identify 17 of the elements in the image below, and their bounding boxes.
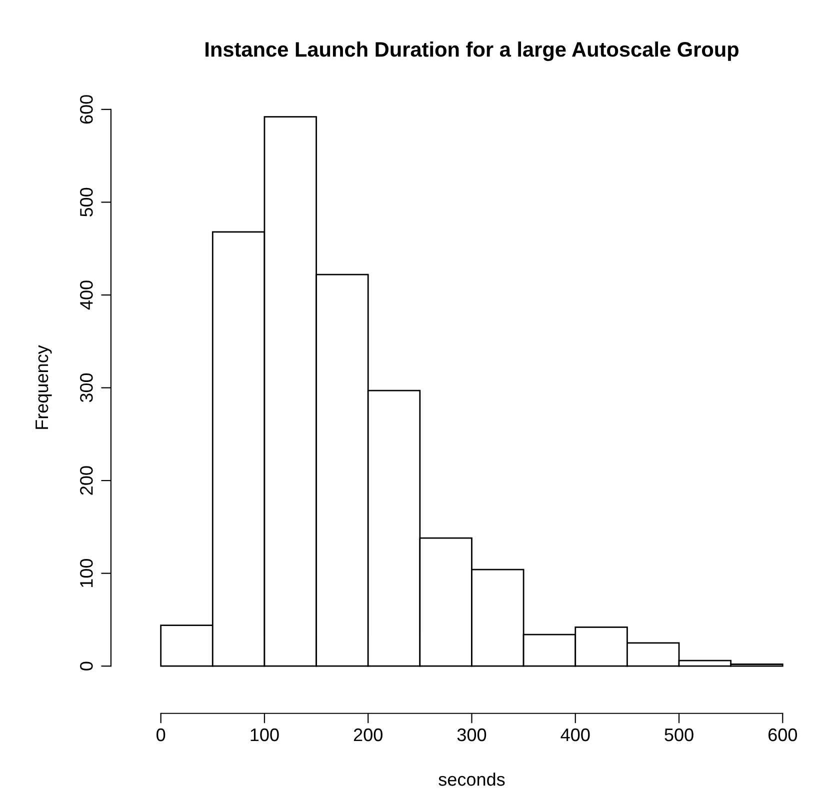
x-axis-title: seconds [438,772,505,786]
x-tick-label: 600 [768,728,798,742]
y-tick-label: 500 [80,188,93,217]
y-tick-label: 300 [80,373,93,402]
y-tick-label: 200 [80,466,93,495]
y-tick-label: 600 [80,95,93,124]
y-axis-title: Frequency [36,345,52,429]
x-tick-label: 200 [354,728,382,742]
x-tick-label: 500 [664,728,694,742]
y-tick-label: 0 [80,662,93,670]
y-tick-label: 100 [80,558,93,588]
chart-title: Instance Launch Duration for a large Autoscale Group [206,42,738,62]
x-tick-label: 400 [560,728,590,742]
y-tick-label: 400 [80,280,93,310]
x-tick-label: 300 [457,728,486,742]
x-tick-label: 0 [156,728,166,742]
x-tick-label: 100 [250,728,279,742]
